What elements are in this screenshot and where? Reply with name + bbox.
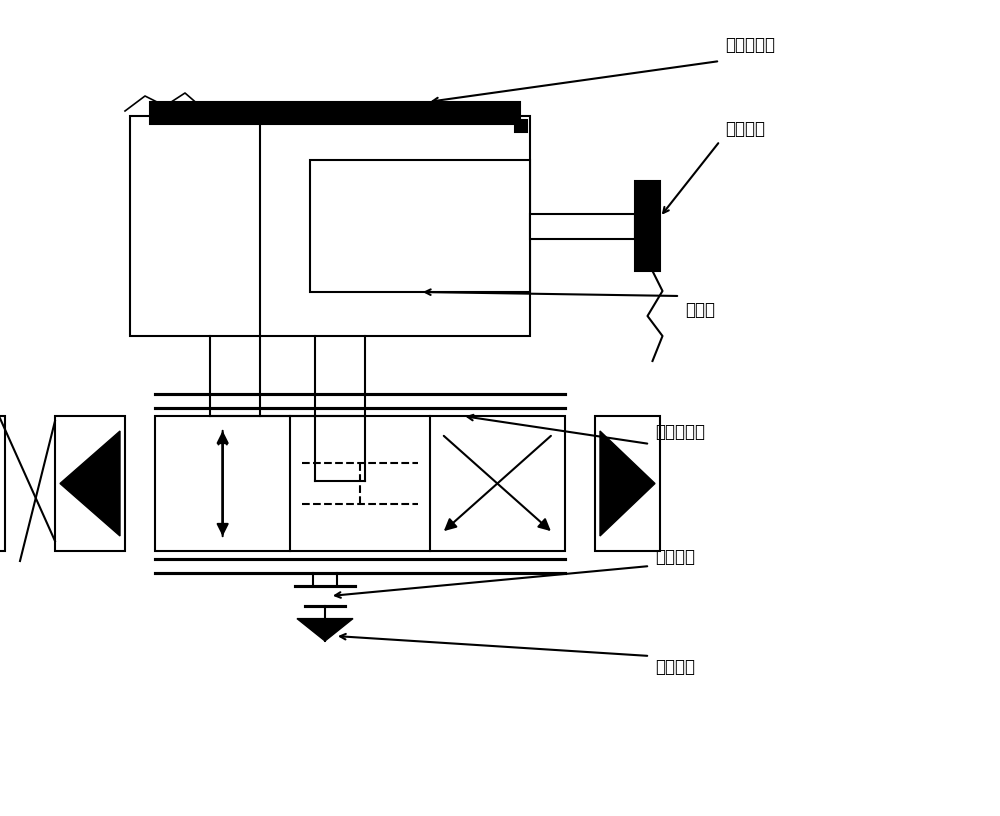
Bar [150, 102, 520, 124]
Bar [635, 181, 660, 271]
Bar [55, 416, 125, 551]
Text: 电液伺服阀: 电液伺服阀 [655, 423, 705, 441]
Text: 力传感器: 力传感器 [725, 120, 765, 138]
Bar [155, 416, 565, 551]
Text: 液压缸: 液压缸 [685, 301, 715, 319]
Polygon shape [600, 431, 655, 536]
Polygon shape [297, 619, 353, 641]
Text: 位移传感器: 位移传感器 [725, 36, 775, 54]
Polygon shape [60, 431, 120, 536]
Bar [595, 416, 660, 551]
Bar [515, 120, 527, 132]
Bar [310, 160, 530, 292]
Text: 液压油箱: 液压油箱 [655, 548, 695, 566]
Bar [530, 214, 635, 238]
Text: 液压油源: 液压油源 [655, 658, 695, 676]
Bar [130, 116, 530, 336]
Bar [0, 416, 5, 551]
